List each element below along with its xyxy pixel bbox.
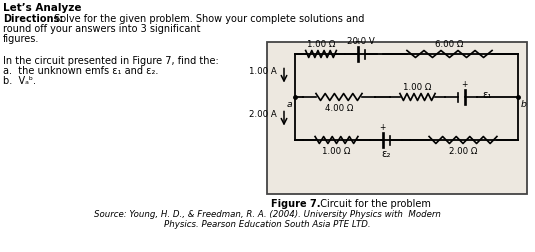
- Text: b: b: [521, 100, 527, 109]
- Text: Figure 7.: Figure 7.: [271, 198, 320, 208]
- Text: 2.00 A: 2.00 A: [249, 110, 277, 118]
- Text: Source: Young, H. D., & Freedman, R. A. (2004). University Physics with  Modern: Source: Young, H. D., & Freedman, R. A. …: [94, 209, 441, 218]
- Text: 1.00 Ω: 1.00 Ω: [403, 83, 432, 92]
- Text: 6.00 Ω: 6.00 Ω: [435, 40, 464, 49]
- Text: Let’s Analyze: Let’s Analyze: [3, 3, 81, 13]
- Text: 1.00 Ω: 1.00 Ω: [322, 146, 350, 155]
- Text: a: a: [286, 100, 292, 109]
- Text: 1.00 A: 1.00 A: [249, 67, 277, 76]
- Text: Directions:: Directions:: [3, 14, 63, 24]
- Bar: [267, 43, 527, 194]
- Text: In the circuit presented in Figure 7, find the:: In the circuit presented in Figure 7, fi…: [3, 56, 219, 66]
- Text: +: +: [354, 37, 361, 46]
- Text: b.  Vₐᵇ.: b. Vₐᵇ.: [3, 76, 36, 86]
- Text: +: +: [461, 80, 468, 89]
- Text: 2.00 Ω: 2.00 Ω: [449, 146, 477, 155]
- Text: ε₁: ε₁: [482, 90, 492, 100]
- Text: round off your answers into 3 significant: round off your answers into 3 significan…: [3, 24, 201, 34]
- Text: a.  the unknown emfs ε₁ and ε₂.: a. the unknown emfs ε₁ and ε₂.: [3, 66, 158, 76]
- Text: Solve for the given problem. Show your complete solutions and: Solve for the given problem. Show your c…: [51, 14, 364, 24]
- Text: +: +: [379, 122, 386, 132]
- Text: figures.: figures.: [3, 34, 40, 44]
- Text: 4.00 Ω: 4.00 Ω: [325, 104, 353, 113]
- Text: 1.00 Ω: 1.00 Ω: [307, 40, 335, 49]
- Text: Circuit for the problem: Circuit for the problem: [314, 198, 431, 208]
- Text: ε₂: ε₂: [381, 148, 391, 158]
- Text: 20.0 V: 20.0 V: [347, 37, 375, 46]
- Text: Physics. Pearson Education South Asia PTE LTD.: Physics. Pearson Education South Asia PT…: [164, 219, 371, 228]
